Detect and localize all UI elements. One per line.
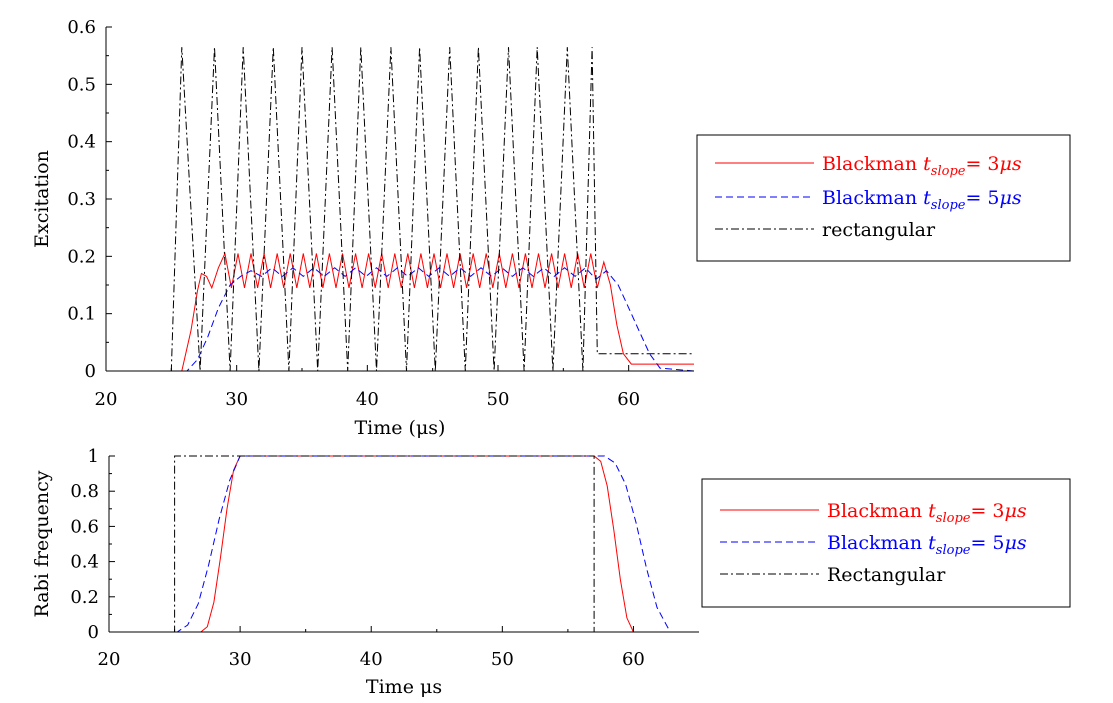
series-line-dashdot xyxy=(106,47,694,372)
x-axis-label: Time μs xyxy=(366,676,442,698)
y-tick-label: 0.3 xyxy=(67,189,96,210)
legend-equals: = 3 xyxy=(970,500,1004,522)
series-line-dashed xyxy=(109,455,699,633)
legend-t: t xyxy=(922,532,936,554)
x-tick-label: 50 xyxy=(491,649,514,670)
legend-box xyxy=(701,478,1071,608)
y-axis-label: Excitation xyxy=(31,150,53,248)
legend-entry: Blackman tslope= 5μs xyxy=(822,187,1022,213)
y-tick-label: 1 xyxy=(88,446,99,467)
series-line-dashed xyxy=(106,267,695,372)
chart-panel-1: 20 30 40 50 60 0 0.1 0.2 0.3 0.4 0.5 0.6 Time (μs) Ex… xyxy=(31,17,1071,439)
legend-unit: μs xyxy=(1000,187,1022,209)
y-tick-label: 0.4 xyxy=(67,132,96,153)
y-tick-label: 0.2 xyxy=(70,587,99,608)
x-tick-label: 40 xyxy=(360,649,383,670)
legend-subscript: slope xyxy=(936,511,971,526)
x-tick-label: 40 xyxy=(356,389,379,410)
y-tick-label: 0 xyxy=(88,622,99,643)
legend-subscript: slope xyxy=(931,164,966,179)
legend-label: rectangular xyxy=(822,219,936,241)
legend-unit: μs xyxy=(1005,532,1027,554)
legend-entry: Blackman tslope= 3μs xyxy=(822,153,1022,179)
x-tick-label: 20 xyxy=(98,649,121,670)
legend-unit: μs xyxy=(1005,500,1027,522)
legend-t: t xyxy=(917,187,931,209)
y-tick-label: 0 xyxy=(85,361,96,382)
y-tick-label: 0.4 xyxy=(70,552,99,573)
legend-subscript: slope xyxy=(931,198,966,213)
x-tick-label: 20 xyxy=(95,389,118,410)
legend-label: Blackman xyxy=(822,153,917,175)
legend-t: t xyxy=(917,153,931,175)
y-tick-label: 0.6 xyxy=(70,516,99,537)
legend-label: Blackman xyxy=(827,532,922,554)
legend-label: Blackman xyxy=(822,187,917,209)
x-tick-label: 60 xyxy=(622,649,645,670)
x-tick-label: 60 xyxy=(617,389,640,410)
legend-label: Rectangular xyxy=(827,564,946,586)
y-tick-label: 0.8 xyxy=(70,481,99,502)
legend-equals: = 5 xyxy=(965,187,999,209)
legend-box xyxy=(696,134,1071,262)
y-tick-label: 0.5 xyxy=(67,74,96,95)
y-tick-label: 0.2 xyxy=(67,246,96,267)
legend-entry: rectangular xyxy=(822,219,936,241)
legend-entry: Blackman tslope= 3μs xyxy=(827,500,1027,526)
y-tick-label: 0.6 xyxy=(67,17,96,38)
series-line-solid xyxy=(106,251,694,372)
chart-panel-2: 20 30 40 50 60 0 0.2 0.4 0.6 0.8 1 Time μs Rabi freq… xyxy=(31,446,1071,698)
legend-t: t xyxy=(922,500,936,522)
legend-label: Blackman xyxy=(827,500,922,522)
legend-equals: = 3 xyxy=(965,153,999,175)
y-tick-label: 0.1 xyxy=(67,304,96,325)
legend-equals: = 5 xyxy=(970,532,1004,554)
legend-unit: μs xyxy=(1000,153,1022,175)
x-tick-label: 30 xyxy=(225,389,248,410)
x-axis-label: Time (μs) xyxy=(355,417,446,439)
x-tick-label: 30 xyxy=(229,649,252,670)
x-tick-label: 50 xyxy=(487,389,510,410)
legend-subscript: slope xyxy=(936,543,971,558)
y-axis-label: Rabi frequency xyxy=(31,470,53,617)
legend-entry: Blackman tslope= 5μs xyxy=(827,532,1027,558)
legend-entry: Rectangular xyxy=(827,564,946,586)
